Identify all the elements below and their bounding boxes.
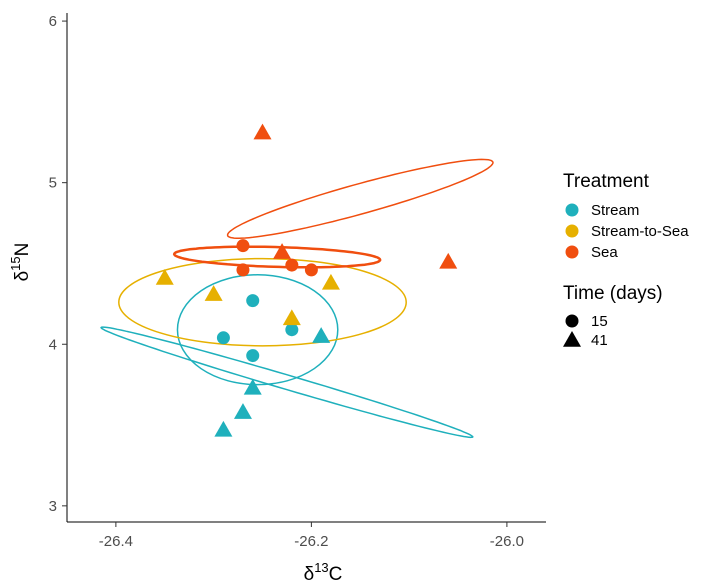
data-point-triangle: [243, 378, 262, 395]
data-point-triangle: [282, 309, 301, 326]
x-tick-label: -26.0: [490, 533, 524, 550]
legend-key-stream-to-sea: [565, 224, 579, 238]
x-axis-title-suffix: C: [329, 564, 343, 585]
legend-key-stream: [565, 203, 579, 217]
x-tick-label: -26.2: [294, 533, 328, 550]
legend-label: Sea: [591, 244, 618, 261]
legend-title-treatment: Treatment: [563, 171, 650, 192]
data-point-triangle: [204, 285, 223, 301]
x-axis-title-sup: 13: [314, 560, 328, 575]
y-tick-label: 4: [49, 336, 57, 353]
legend-label: Stream-to-Sea: [591, 223, 689, 240]
legend-label: 15: [591, 313, 608, 330]
data-point-triangle: [321, 273, 340, 290]
y-ticks: 3 4 5 6: [49, 13, 67, 515]
y-tick-label: 5: [49, 175, 57, 192]
data-point-triangle: [312, 327, 331, 343]
data-point-triangle: [253, 123, 272, 140]
data-point-circle: [285, 323, 299, 337]
y-axis-title-suffix: N: [12, 243, 33, 257]
data-point-circle: [285, 258, 299, 272]
legend-treatment-entries: Stream Stream-to-Sea Sea: [565, 202, 689, 261]
axes: [66, 13, 546, 523]
data-point-triangle: [233, 403, 252, 419]
legend-key-sea: [565, 245, 579, 259]
data-point-circle: [216, 331, 230, 345]
legend-key-triangle: [563, 331, 581, 347]
x-tick-label: -26.4: [99, 533, 133, 550]
data-point-triangle: [273, 243, 292, 259]
data-point-triangle: [439, 252, 458, 269]
ellipse-sea-41: [226, 158, 494, 239]
ellipse-stream-to-sea-41: [118, 257, 407, 347]
data-point-triangle: [214, 420, 233, 437]
data-point-triangle: [155, 269, 174, 285]
y-axis-title: δ15N: [8, 243, 33, 282]
legend-title-time: Time (days): [563, 283, 663, 304]
legend: Treatment Stream Stream-to-Sea Sea Time (d…: [563, 171, 689, 349]
legend-key-circle: [565, 314, 579, 328]
legend-label: Stream: [591, 202, 639, 219]
legend-label: 41: [591, 332, 608, 349]
ellipse-layer: [100, 158, 494, 439]
data-point-circle: [246, 294, 260, 308]
ellipse-stream-15: [176, 274, 339, 386]
data-point-circle: [236, 263, 250, 277]
x-axis-title-prefix: δ: [304, 564, 315, 585]
y-tick-label: 3: [49, 498, 57, 515]
x-ticks: -26.4 -26.2 -26.0: [99, 522, 524, 550]
y-tick-label: 6: [49, 13, 57, 30]
y-axis-title-prefix: δ: [12, 271, 33, 282]
data-point-circle: [236, 239, 250, 253]
y-axis-title-sup: 15: [8, 256, 23, 270]
ellipse-stream-41: [100, 326, 474, 439]
data-point-circle: [246, 349, 260, 363]
x-axis-title: δ13C: [304, 560, 343, 585]
data-point-circle: [304, 263, 318, 277]
points-layer: [155, 123, 458, 437]
